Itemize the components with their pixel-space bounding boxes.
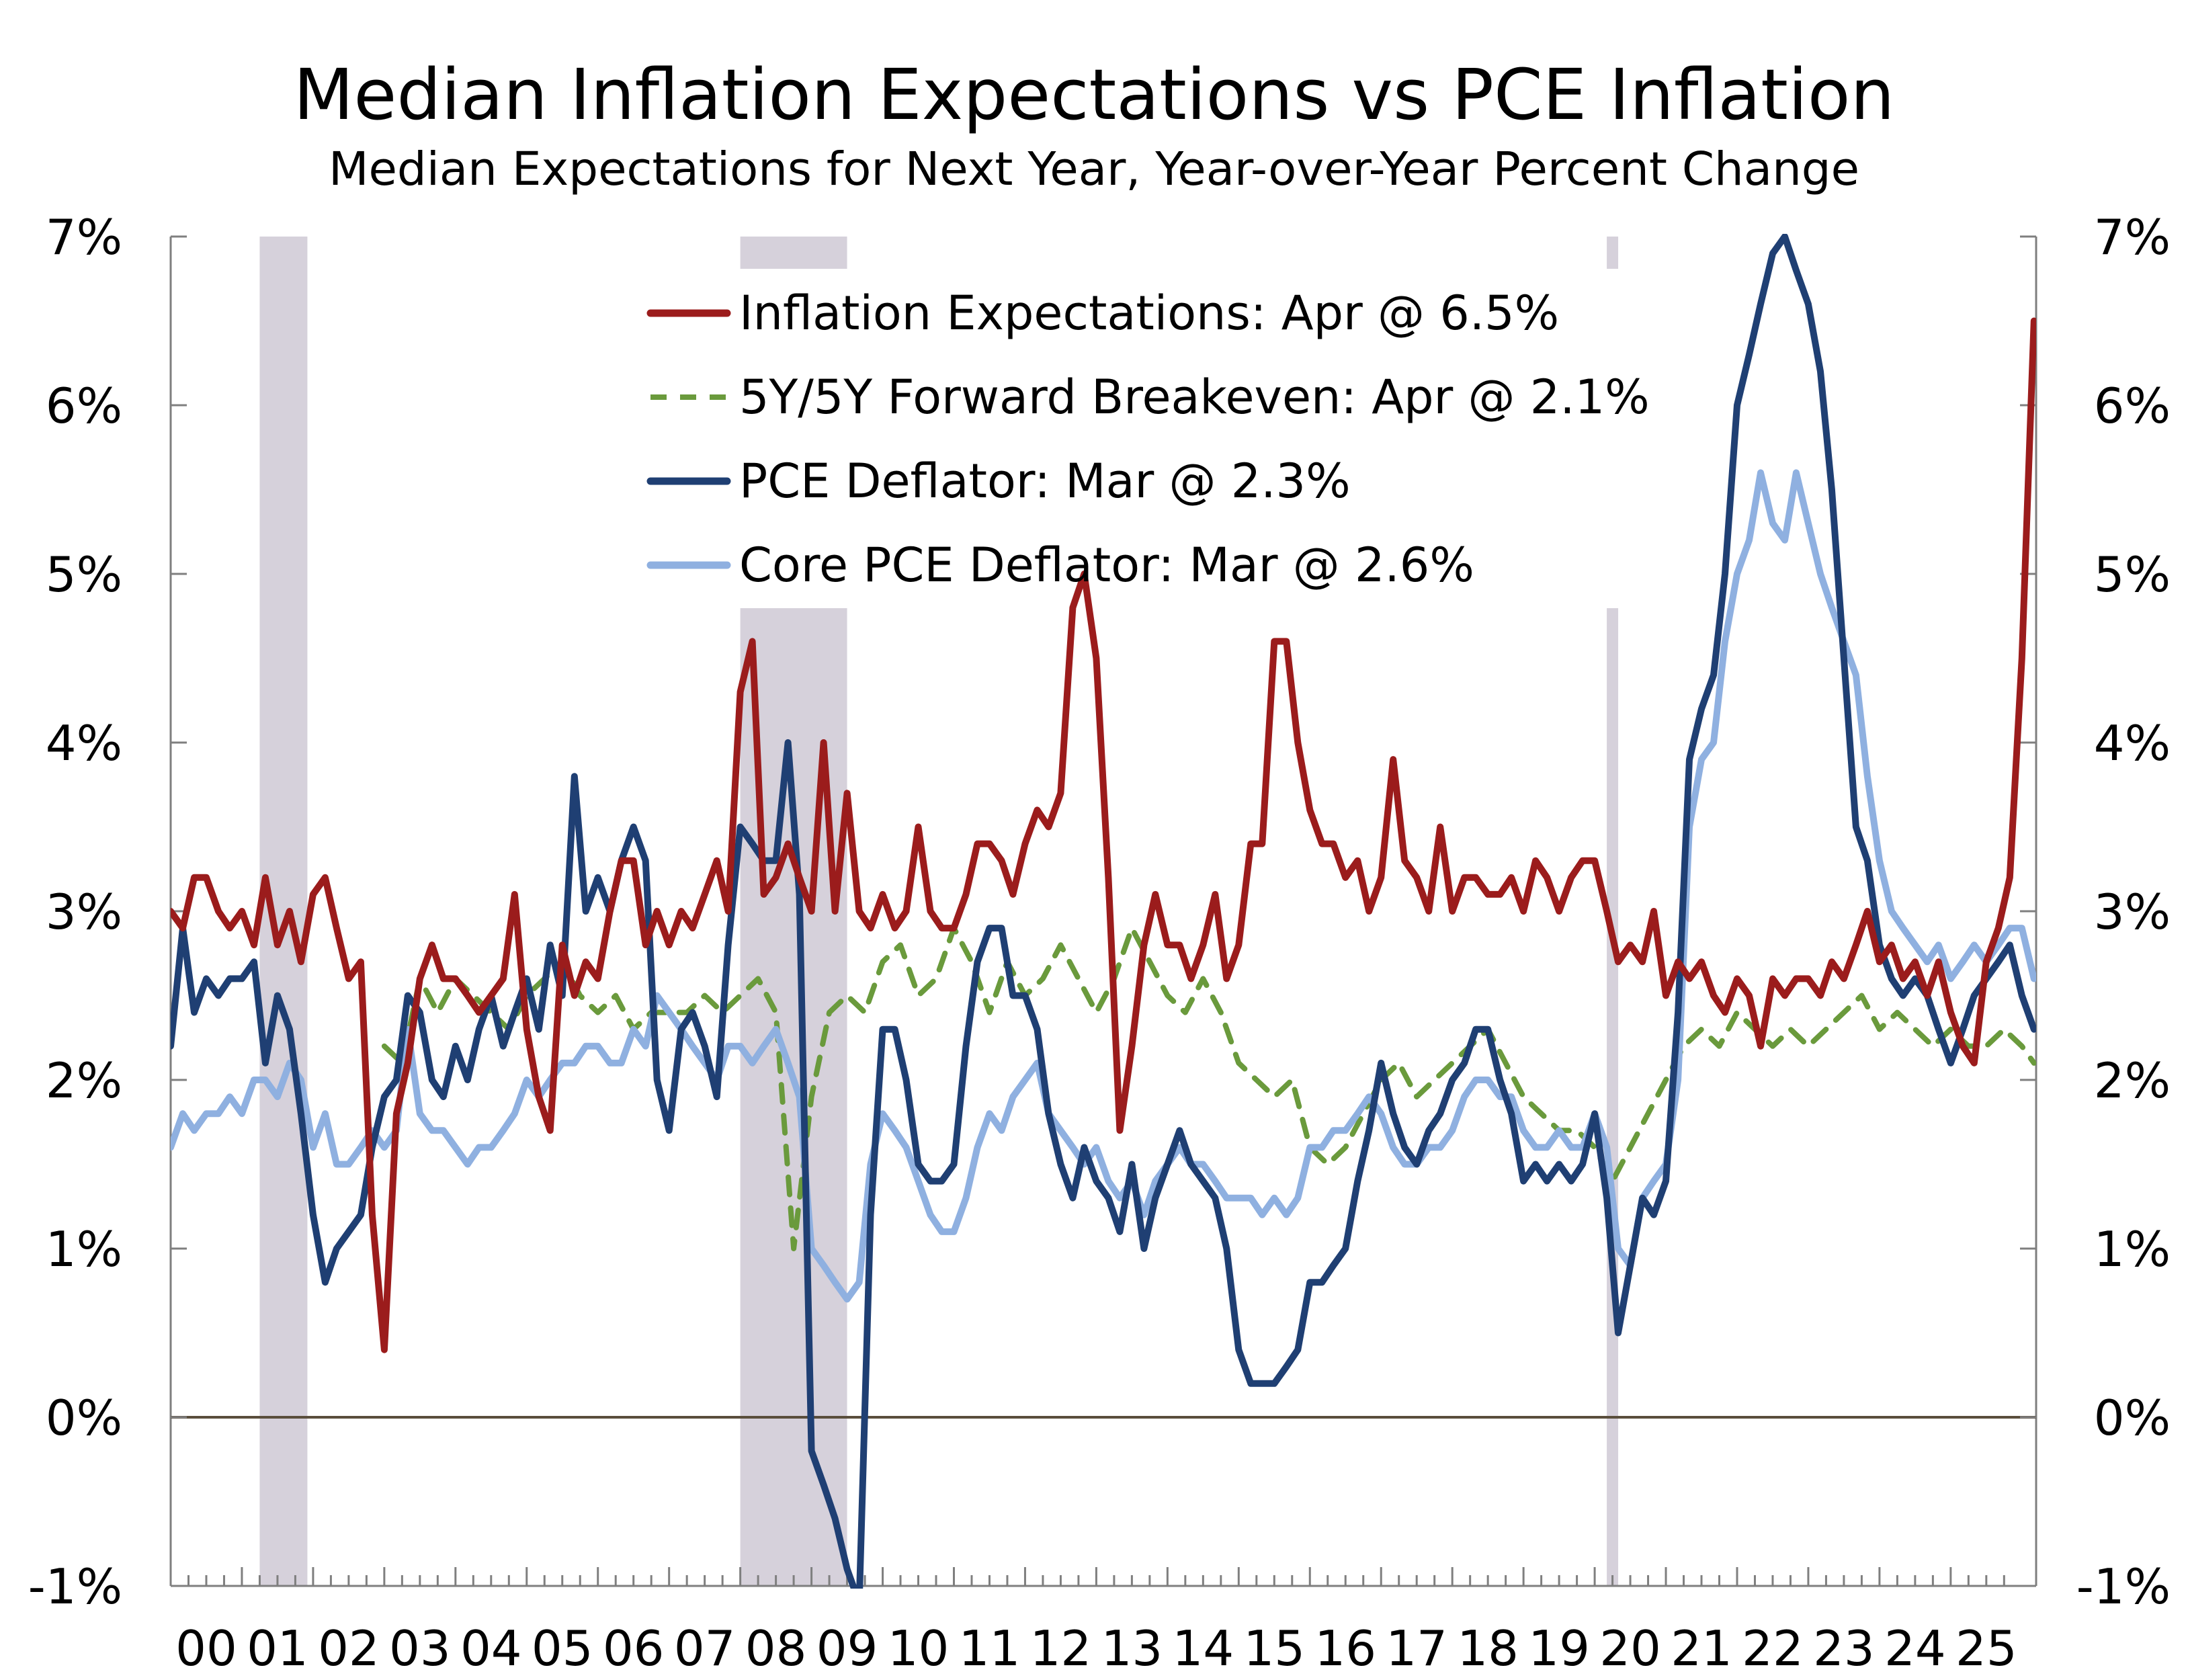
- x-tick-label: 17: [1386, 1620, 1447, 1677]
- recession-band-0: [259, 237, 308, 1586]
- series-line-core-pce: [171, 469, 2036, 1303]
- y-tick-label-right: -1%: [2076, 1558, 2171, 1615]
- x-tick-label: 19: [1528, 1620, 1590, 1677]
- y-tick-label-right: 4%: [2094, 715, 2171, 771]
- x-tick-label: 22: [1742, 1620, 1804, 1677]
- x-tick-label: 21: [1671, 1620, 1732, 1677]
- x-tick-label: 03: [389, 1620, 451, 1677]
- x-tick-label: 02: [318, 1620, 380, 1677]
- y-tick-label-left: 5%: [46, 546, 122, 603]
- series-line-expectations: [171, 317, 2036, 1353]
- y-tick-label-right: 1%: [2094, 1221, 2171, 1277]
- y-tick-label-right: 7%: [2094, 209, 2171, 265]
- y-tick-label-right: 2%: [2094, 1052, 2171, 1109]
- series-line-breakeven: [381, 925, 2036, 1251]
- x-tick-label: 24: [1884, 1620, 1946, 1677]
- y-tick-label-left: 1%: [46, 1221, 122, 1277]
- x-tick-label: 18: [1457, 1620, 1519, 1677]
- recession-band-2-bottom: [1607, 608, 1619, 1586]
- y-tick-label-right: 0%: [2094, 1390, 2171, 1446]
- y-tick-label-left: 7%: [46, 209, 122, 265]
- legend-label-expectations: Inflation Expectations: Apr @ 6.5%: [739, 286, 1559, 341]
- x-tick-label: 04: [460, 1620, 522, 1677]
- x-tick-label: 23: [1813, 1620, 1875, 1677]
- chart-title: Median Inflation Expectations vs PCE Inf…: [293, 54, 1895, 136]
- x-tick-label: 10: [888, 1620, 950, 1677]
- recession-band-1-top: [740, 237, 847, 269]
- y-tick-label-right: 3%: [2094, 884, 2171, 940]
- y-tick-label-right: 6%: [2094, 378, 2171, 434]
- x-tick-label: 11: [959, 1620, 1021, 1677]
- y-tick-label-left: -1%: [28, 1558, 122, 1615]
- x-tick-label: 12: [1030, 1620, 1092, 1677]
- series-group: [171, 234, 2036, 1589]
- chart-subtitle: Median Expectations for Next Year, Year-…: [328, 142, 1860, 196]
- legend: Inflation Expectations: Apr @ 6.5% 5Y/5Y …: [646, 286, 1650, 593]
- x-tick-label: 07: [674, 1620, 736, 1677]
- x-tick-label: 25: [1955, 1620, 2017, 1677]
- x-tick-label: 08: [745, 1620, 807, 1677]
- x-tick-label: 20: [1599, 1620, 1661, 1677]
- y-tick-label-right: 5%: [2094, 546, 2171, 603]
- x-tick-label: 14: [1173, 1620, 1234, 1677]
- x-tick-label: 06: [603, 1620, 665, 1677]
- legend-label-breakeven: 5Y/5Y Forward Breakeven: Apr @ 2.1%: [739, 370, 1650, 425]
- y-tick-label-left: 4%: [46, 715, 122, 771]
- x-tick-label: 09: [816, 1620, 878, 1677]
- legend-label-pce: PCE Deflator: Mar @ 2.3%: [739, 454, 1351, 509]
- y-tick-label-left: 6%: [46, 378, 122, 434]
- x-tick-label: 05: [532, 1620, 593, 1677]
- y-tick-label-left: 2%: [46, 1052, 122, 1109]
- legend-label-core-pce: Core PCE Deflator: Mar @ 2.6%: [739, 538, 1474, 593]
- recession-band-2-top: [1607, 237, 1619, 269]
- series-line-pce: [171, 234, 2036, 1589]
- y-tick-label-left: 3%: [46, 884, 122, 940]
- x-tick-label: 16: [1314, 1620, 1376, 1677]
- x-tick-label: 01: [247, 1620, 308, 1677]
- x-tick-label: 13: [1101, 1620, 1163, 1677]
- y-tick-label-left: 0%: [46, 1390, 122, 1446]
- x-tick-label: 15: [1243, 1620, 1305, 1677]
- x-tick-label: 00: [175, 1620, 237, 1677]
